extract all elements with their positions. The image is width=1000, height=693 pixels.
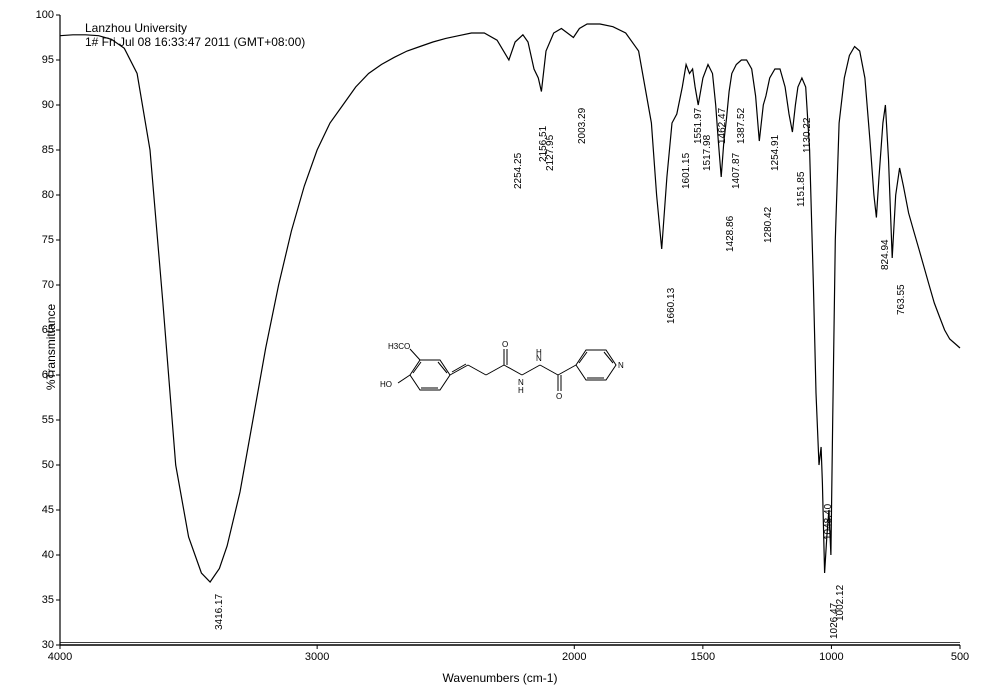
peak-label: 1048.40 xyxy=(823,504,834,540)
annot-line-2: 1# Fri Jul 08 16:33:47 2011 (GMT+08:00) xyxy=(85,35,305,49)
plot-svg xyxy=(60,15,960,645)
chart-container: %Transmittance Wavenumbers (cm-1) Lanzho… xyxy=(0,0,1000,693)
peak-label: 1254.91 xyxy=(770,135,781,171)
peak-label: 1130.22 xyxy=(802,118,813,153)
annot-line-1: Lanzhou University xyxy=(85,21,187,35)
svg-text:H: H xyxy=(536,348,542,357)
peak-label: 1428.86 xyxy=(725,216,736,252)
svg-text:H: H xyxy=(518,386,524,395)
peak-label: 1601.15 xyxy=(681,153,692,189)
y-tick-label: 65 xyxy=(42,324,60,336)
peak-label: 1280.42 xyxy=(763,207,774,243)
y-tick-label: 50 xyxy=(42,459,60,471)
peak-label: 1151.85 xyxy=(796,172,807,207)
plot-area: Lanzhou University 1# Fri Jul 08 16:33:4… xyxy=(60,15,960,645)
y-tick-label: 80 xyxy=(42,189,60,201)
peak-label: 1407.87 xyxy=(731,153,742,189)
y-tick-label: 35 xyxy=(42,594,60,606)
x-axis-label: Wavenumbers (cm-1) xyxy=(443,671,558,685)
peak-label: 2003.29 xyxy=(577,108,588,144)
y-tick-label: 75 xyxy=(42,234,60,246)
y-tick-label: 90 xyxy=(42,99,60,111)
svg-text:H3CO: H3CO xyxy=(388,342,410,351)
svg-text:O: O xyxy=(556,392,562,401)
molecule-structure: HO H3CO O O N H N H N xyxy=(390,335,640,415)
peak-label: 1462.47 xyxy=(717,108,728,144)
x-tick-label: 500 xyxy=(951,645,969,663)
x-tick-label: 4000 xyxy=(48,645,72,663)
svg-text:N: N xyxy=(618,361,624,370)
peak-label: 1387.52 xyxy=(736,108,747,144)
peak-label: 763.55 xyxy=(896,284,907,315)
y-tick-label: 40 xyxy=(42,549,60,561)
y-tick-label: 60 xyxy=(42,369,60,381)
svg-text:HO: HO xyxy=(380,380,392,389)
svg-text:O: O xyxy=(502,340,508,349)
peak-label: 3416.17 xyxy=(214,594,225,630)
y-tick-label: 55 xyxy=(42,414,60,426)
peak-label: 2254.25 xyxy=(513,153,524,189)
x-tick-label: 1000 xyxy=(819,645,843,663)
peak-label: 1002.12 xyxy=(835,585,846,621)
peak-label: 2127.95 xyxy=(545,135,556,171)
y-tick-label: 85 xyxy=(42,144,60,156)
peak-label: 1517.98 xyxy=(702,135,713,171)
y-tick-label: 95 xyxy=(42,54,60,66)
x-tick-label: 3000 xyxy=(305,645,329,663)
y-tick-label: 100 xyxy=(36,9,60,21)
y-tick-label: 70 xyxy=(42,279,60,291)
peak-label: 1660.13 xyxy=(666,288,677,324)
x-tick-label: 1500 xyxy=(691,645,715,663)
y-tick-label: 45 xyxy=(42,504,60,516)
x-tick-label: 2000 xyxy=(562,645,586,663)
peak-label: 824.94 xyxy=(880,239,891,270)
